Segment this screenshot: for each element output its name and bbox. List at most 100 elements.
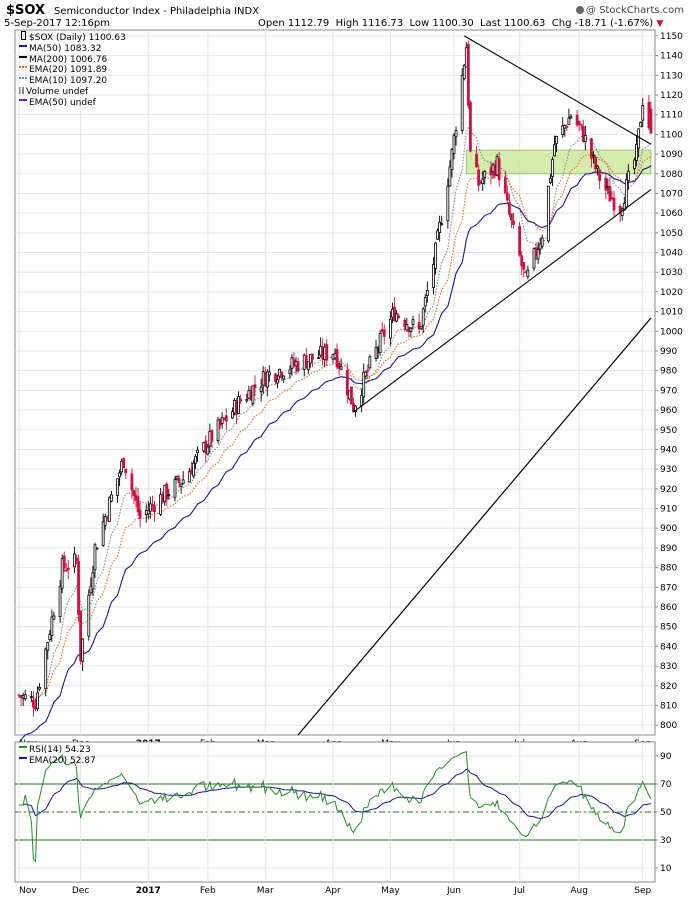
- legend-label: MA(50) 1083.32: [29, 43, 102, 54]
- y-tick-label: 1090: [660, 150, 683, 160]
- legend-label: EMA(20) 52.87: [29, 755, 96, 766]
- legend-item: EMA(10) 1097.20: [19, 76, 126, 87]
- candle-body: [450, 149, 454, 171]
- y-tick-label: 1150: [660, 32, 683, 42]
- candle-body: [311, 353, 314, 360]
- ema20-line: [33, 154, 652, 699]
- candle-body: [626, 170, 630, 182]
- rsi-ema-line: [19, 768, 652, 819]
- candle-body: [62, 555, 66, 569]
- y-tick-label: 820: [660, 682, 677, 692]
- line-marker-icon: [19, 44, 27, 48]
- candle-body: [175, 475, 179, 480]
- candle-body: [46, 642, 50, 651]
- candle-body: [89, 585, 93, 594]
- candle-body: [596, 165, 600, 169]
- candle-marker-icon: [21, 31, 26, 40]
- candle-body: [382, 329, 386, 337]
- candle-body: [411, 319, 415, 325]
- y-tick-label: 890: [660, 544, 677, 554]
- price-y-axis: 800 810 820 830 840 850 860 870 880 890 900 910 920 9…: [655, 32, 683, 731]
- bars-marker-icon: [19, 86, 24, 94]
- rsi-gridlines: [15, 742, 655, 882]
- candle-body: [29, 696, 33, 699]
- line-marker-icon: [19, 98, 27, 102]
- y-tick-label: 1100: [660, 130, 683, 140]
- candle-body: [216, 419, 220, 441]
- price-legend: $SOX (Daily) 1100.63 MA(50) 1083.32 MA(200…: [19, 31, 126, 109]
- candle-body: [409, 327, 413, 332]
- candle-body: [374, 347, 378, 359]
- y-tick-label: 1140: [660, 52, 683, 62]
- candle-body: [604, 177, 608, 191]
- y-tick-label: 830: [660, 662, 677, 672]
- candle-body: [538, 243, 542, 250]
- candle-body: [483, 170, 487, 178]
- candle-body: [48, 634, 52, 641]
- y-tick-label: 880: [660, 564, 677, 574]
- candle-body: [245, 398, 249, 402]
- candle-body: [569, 115, 573, 119]
- candle-body: [103, 515, 107, 526]
- candle-body: [220, 417, 224, 424]
- candle-body: [288, 369, 292, 375]
- candle-body: [187, 471, 191, 483]
- legend-item: EMA(50) undef: [19, 98, 126, 109]
- x-tick-label: Jun: [446, 886, 461, 896]
- candle-body: [265, 371, 269, 388]
- candle-body: [598, 169, 602, 182]
- y-tick-label: 1060: [660, 209, 683, 219]
- y-tick-label: 950: [660, 426, 677, 436]
- candle-body: [362, 371, 366, 398]
- x-tick-label: Mar: [257, 886, 274, 896]
- candle-body: [579, 123, 583, 126]
- candle-body: [167, 494, 171, 497]
- x-tick-label: Jul: [513, 886, 525, 896]
- candle-body: [107, 497, 111, 522]
- rsi-line: [19, 750, 652, 863]
- y-tick-label: 910: [660, 505, 677, 515]
- line-marker-icon: [19, 55, 27, 59]
- x-tick-label: Apr: [325, 886, 341, 896]
- price-panel-frame: [14, 29, 656, 736]
- legend-item: Volume undef: [19, 86, 126, 98]
- rsi-y-tick-label: 90: [660, 752, 672, 762]
- candle-body: [590, 138, 593, 159]
- candle-body: [512, 220, 515, 225]
- y-tick-label: 1110: [660, 111, 683, 121]
- candle-body: [237, 396, 240, 414]
- legend-item: MA(50) 1083.32: [19, 44, 126, 55]
- rsi-marker-icon: [19, 746, 27, 749]
- candle-body: [206, 446, 210, 455]
- legend-label: MA(200) 1006.76: [29, 54, 108, 65]
- candle-body: [540, 237, 544, 247]
- candle-body: [546, 185, 550, 242]
- candle-body: [378, 332, 382, 354]
- x-tick-label: 2017: [136, 886, 161, 896]
- candle-body: [146, 509, 150, 515]
- x-tick-label: Feb: [200, 886, 216, 896]
- y-tick-label: 980: [660, 367, 677, 377]
- candle-body: [469, 101, 472, 152]
- candle-body: [633, 159, 636, 169]
- candle-body: [58, 586, 62, 618]
- candle-body: [438, 221, 442, 233]
- legend-label: EMA(50) undef: [29, 97, 96, 108]
- candle-body: [440, 223, 444, 225]
- chart-symbol: $SOX: [6, 3, 46, 18]
- candle-body: [77, 561, 80, 615]
- y-tick-label: 1130: [660, 71, 683, 81]
- candle-body: [159, 494, 163, 515]
- legend-label: $SOX (Daily) 1100.63: [29, 33, 126, 43]
- candle-body: [118, 472, 121, 478]
- y-tick-label: 1020: [660, 288, 683, 298]
- rsi-y-tick-label: 70: [660, 780, 672, 790]
- x-tick-label: Dec: [72, 886, 89, 896]
- candle-body: [75, 557, 78, 562]
- rsi-y-tick-label: 50: [660, 808, 672, 818]
- x-tick-label: Sep: [634, 886, 651, 896]
- y-tick-label: 990: [660, 347, 677, 357]
- candle-body: [419, 326, 423, 330]
- candle-body: [276, 379, 279, 384]
